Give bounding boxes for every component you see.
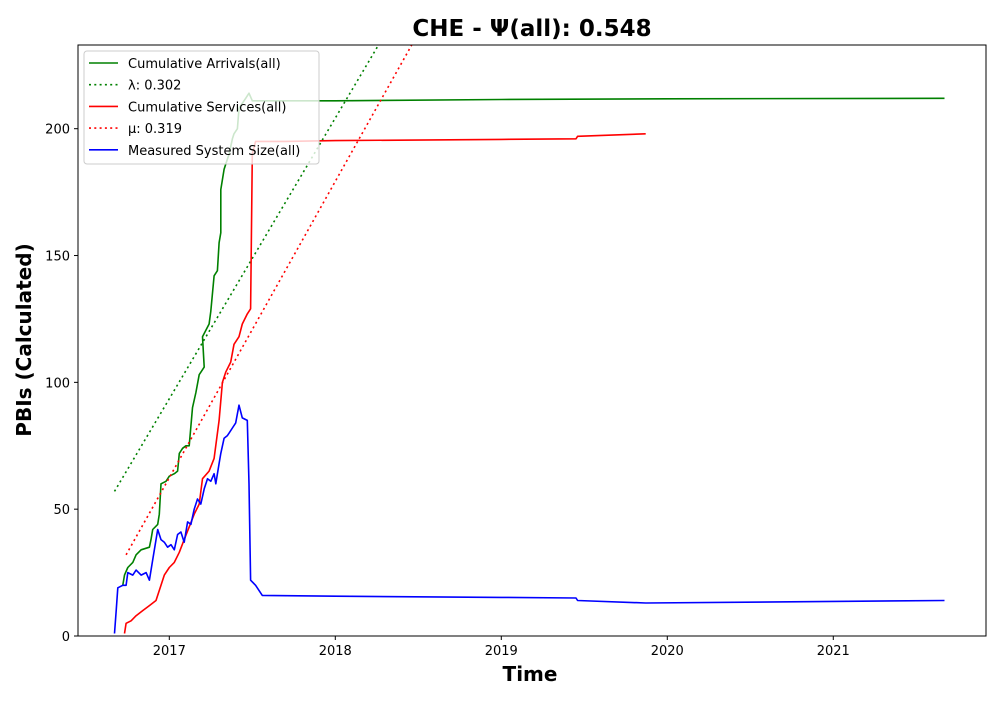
y-tick-label: 100 <box>45 376 70 391</box>
chart-title: CHE - Ψ(all): 0.548 <box>412 16 651 42</box>
plot-frame <box>77 44 987 637</box>
series-line-2 <box>123 133 646 634</box>
legend-label: μ: 0.319 <box>128 122 182 137</box>
series-line-4 <box>113 404 945 634</box>
x-tick-label: 2018 <box>319 644 352 659</box>
legend-label: λ: 0.302 <box>128 79 181 94</box>
legend: Cumulative Arrivals(all) λ: 0.302 Cumulati… <box>83 50 320 165</box>
legend-box <box>83 50 320 165</box>
legend-label: Cumulative Services(all) <box>128 100 286 115</box>
legend-label: Measured System Size(all) <box>128 144 300 159</box>
x-tick-label: 2017 <box>153 644 186 659</box>
x-tick-label: 2021 <box>817 644 850 659</box>
y-tick-label: 200 <box>45 123 70 138</box>
series-line-3 <box>125 45 413 556</box>
series-line-0 <box>122 92 945 586</box>
x-axis: 2017 2018 2019 2020 2021 <box>153 636 850 659</box>
y-axis: 0 50 100 150 200 <box>45 123 78 645</box>
series-line-1 <box>113 45 380 492</box>
y-tick-label: 50 <box>53 503 70 518</box>
y-tick-label: 150 <box>45 250 70 265</box>
x-tick-label: 2020 <box>651 644 684 659</box>
x-axis-label: Time <box>503 662 558 686</box>
x-tick-label: 2019 <box>485 644 518 659</box>
y-tick-label: 0 <box>62 630 70 645</box>
legend-label: Cumulative Arrivals(all) <box>128 57 281 72</box>
y-axis-label: PBIs (Calculated) <box>12 243 36 436</box>
